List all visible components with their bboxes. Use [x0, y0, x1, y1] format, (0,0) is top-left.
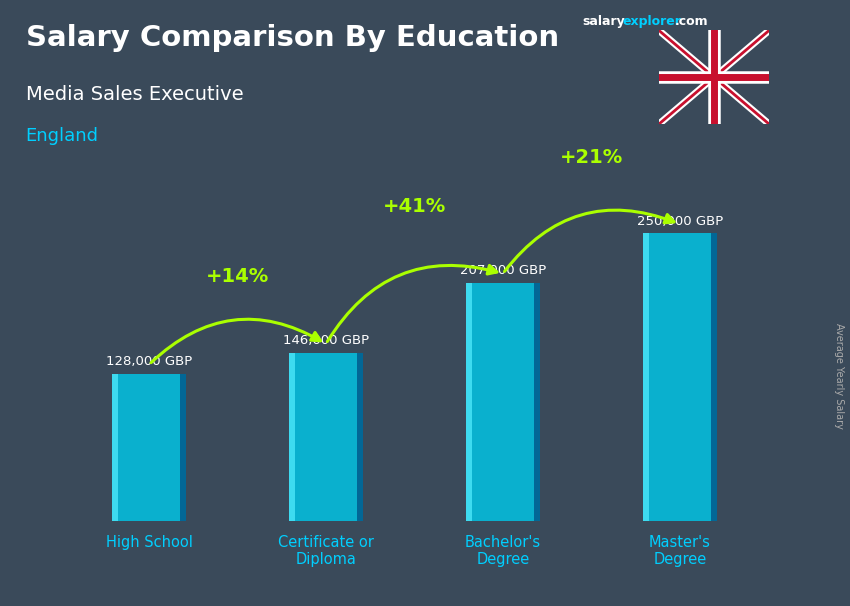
Bar [466, 283, 472, 521]
Bar [180, 374, 186, 521]
Text: 250,000 GBP: 250,000 GBP [637, 215, 722, 227]
Text: Media Sales Executive: Media Sales Executive [26, 85, 243, 104]
Bar [357, 353, 363, 521]
Text: +14%: +14% [206, 267, 269, 286]
Text: +21%: +21% [559, 147, 623, 167]
Text: 207,000 GBP: 207,000 GBP [460, 264, 546, 277]
Text: .com: .com [675, 15, 709, 28]
Bar [643, 233, 717, 521]
Bar [112, 374, 186, 521]
Text: Average Yearly Salary: Average Yearly Salary [834, 323, 844, 428]
Bar [112, 374, 118, 521]
Text: 128,000 GBP: 128,000 GBP [106, 355, 192, 368]
Text: England: England [26, 127, 99, 145]
Bar [643, 233, 649, 521]
Bar [466, 283, 540, 521]
Text: Salary Comparison By Education: Salary Comparison By Education [26, 24, 558, 52]
Text: 146,000 GBP: 146,000 GBP [283, 335, 369, 347]
Bar [289, 353, 295, 521]
Text: +41%: +41% [382, 197, 446, 216]
Text: explorer: explorer [622, 15, 681, 28]
Text: salary: salary [582, 15, 625, 28]
Bar [534, 283, 540, 521]
Bar [711, 233, 717, 521]
Bar [289, 353, 363, 521]
